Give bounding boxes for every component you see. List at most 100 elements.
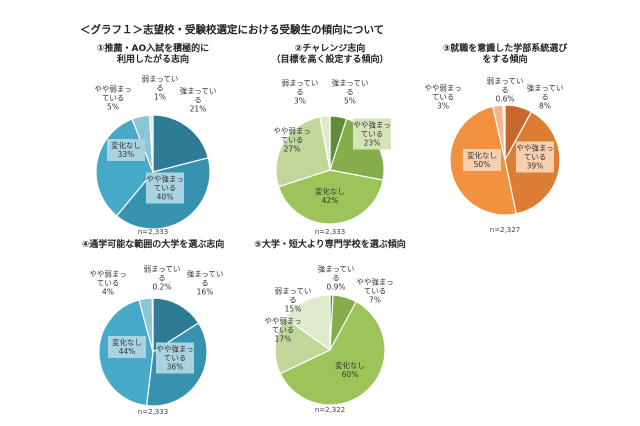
pie2-sample-size: n=2,333 xyxy=(314,228,346,236)
title-line: ⑤大学・短大より専門学校を選ぶ傾向 xyxy=(254,240,406,250)
pie1-data-label-2: 変化なし 33% xyxy=(107,139,145,161)
main-title: ＜グラフ１＞志望校・受験校選定における受験生の傾向について xyxy=(80,24,385,36)
category-label: 弱まっている xyxy=(274,286,312,305)
pie1-sample-size: n=2,333 xyxy=(137,228,169,236)
category-label: 強まっている xyxy=(331,78,369,97)
pie2-data-label-4: 弱まっている 3% xyxy=(281,79,319,106)
value-label: 27% xyxy=(283,144,301,154)
pie3-sample-size: n=2,327 xyxy=(489,226,521,234)
pie5-slice-4 xyxy=(284,294,331,352)
value-label: 5% xyxy=(107,102,119,112)
pie2-data-label-1: やや強まっている 23% xyxy=(353,118,391,150)
category-label: やや弱まっている xyxy=(94,84,132,103)
pie3-data-label-0: 強まっている 8% xyxy=(526,84,564,111)
category-label: 強まっている xyxy=(317,264,355,283)
value-label: 4% xyxy=(102,287,114,297)
value-label: 7% xyxy=(369,295,381,305)
category-label: やや弱まっている xyxy=(424,83,462,102)
value-label: 23% xyxy=(363,138,381,148)
value-label: 0.6% xyxy=(495,94,515,104)
pie4-slice-4 xyxy=(151,297,154,353)
category-label: 強まっている xyxy=(526,83,564,102)
value-label: 0.9% xyxy=(326,282,346,292)
category-label: 変化なし xyxy=(112,338,142,347)
pie4-data-label-0: 強まっている 16% xyxy=(186,270,224,297)
value-label: 5% xyxy=(344,96,356,106)
title-line: （目標を高く設定する傾向） xyxy=(271,55,389,65)
category-label: 弱まっている xyxy=(486,76,524,95)
pie2-data-label-2: 変化なし 42% xyxy=(311,187,349,205)
pie4-sample-size: n=2,333 xyxy=(137,408,169,416)
title-line: ①推薦・AO入試を積極的に xyxy=(96,44,210,54)
category-label: 弱まっている xyxy=(143,264,181,283)
category-label: やや弱まっている xyxy=(264,316,302,335)
pie1-data-label-3: やや弱まっている 5% xyxy=(94,85,132,112)
category-label: 弱まっている xyxy=(141,74,179,93)
pie5-sample-size: n=2,322 xyxy=(314,406,346,414)
pie4-slice-0 xyxy=(152,297,200,354)
value-label: 15% xyxy=(284,304,302,314)
value-label: 60% xyxy=(341,370,359,379)
pie5-data-label-4: 弱まっている 15% xyxy=(274,287,312,314)
category-label: やや強まっている xyxy=(353,120,391,139)
value-label: 36% xyxy=(166,362,184,372)
pie2-data-label-3: やや弱まっている 27% xyxy=(273,127,311,154)
pie1-title: ①推薦・AO入試を積極的に 利用したがる志向 xyxy=(97,44,209,66)
category-label: やや強まっている xyxy=(156,344,194,363)
pie3-slice-4 xyxy=(502,104,506,161)
title-line: ②チャレンジ志向 xyxy=(294,44,366,54)
pie4-data-label-4: 弱まっている 0.2% xyxy=(143,265,181,292)
pie2-slice-4 xyxy=(319,115,331,171)
title-line: 利用したがる志向 xyxy=(116,55,189,65)
pie3-data-label-2: 変化なし 50% xyxy=(463,149,501,171)
title-line: をする傾向 xyxy=(482,55,528,65)
pie2-title: ②チャレンジ志向 （目標を高く設定する傾向） xyxy=(271,44,388,66)
value-label: 17% xyxy=(274,334,292,344)
pie1-data-label-0: 強まっている 21% xyxy=(179,87,217,114)
category-label: 強まっている xyxy=(186,269,224,288)
pie2-slice-2 xyxy=(277,169,384,225)
value-label: 40% xyxy=(156,192,174,202)
value-label: 39% xyxy=(526,161,544,171)
pie1-slice-0 xyxy=(152,114,209,173)
pie4-data-label-3: やや弱まっている 4% xyxy=(89,270,127,297)
category-label: やや弱まっている xyxy=(89,269,127,288)
value-label: 16% xyxy=(196,287,214,297)
value-label: 8% xyxy=(539,101,551,111)
category-label: 変化なし xyxy=(315,187,345,196)
pie5-data-label-0: 強まっている 0.9% xyxy=(317,265,355,292)
pie5-slice-2 xyxy=(279,300,386,406)
pie1-data-label-4: 弱まっている 1% xyxy=(141,75,179,102)
pie2-data-label-0: 強まっている 5% xyxy=(331,79,369,106)
pie4-title: ④通学可能な範囲の大学を選ぶ志向 xyxy=(82,240,225,251)
category-label: 変化なし xyxy=(335,361,365,370)
pie3-data-label-4: 弱まっている 0.6% xyxy=(486,77,524,104)
value-label: 44% xyxy=(118,347,136,356)
category-label: 変化なし xyxy=(111,141,141,150)
value-label: 50% xyxy=(473,160,491,169)
category-label: 弱まっている xyxy=(281,78,319,97)
pie5-title: ⑤大学・短大より専門学校を選ぶ傾向 xyxy=(254,240,405,251)
value-label: 33% xyxy=(117,150,135,159)
value-label: 1% xyxy=(154,92,166,102)
pie5-slice-3 xyxy=(274,316,332,375)
pie5-data-label-3: やや弱まっている 17% xyxy=(264,317,302,344)
pie1-slice-4 xyxy=(148,114,154,173)
value-label: 42% xyxy=(321,196,339,205)
value-label: 3% xyxy=(294,96,306,106)
title-line: ③就職を意識した学部系統選び xyxy=(442,44,568,54)
pie3-data-label-1: やや強まっている 39% xyxy=(516,141,554,173)
pie4-data-label-2: 変化なし 44% xyxy=(108,336,146,358)
pie2-slice-3 xyxy=(275,116,331,188)
value-label: 0.2% xyxy=(152,282,172,292)
value-label: 21% xyxy=(189,104,207,114)
pie5-data-label-1: やや強まっている 7% xyxy=(356,278,394,305)
title-line: ④通学可能な範囲の大学を選ぶ志向 xyxy=(81,240,225,250)
pie3-data-label-3: やや弱まっている 3% xyxy=(424,84,462,111)
category-label: やや強まっている xyxy=(356,277,394,296)
value-label: 3% xyxy=(437,101,449,111)
category-label: やや弱まっている xyxy=(273,126,311,145)
category-label: やや強まっている xyxy=(516,143,554,162)
